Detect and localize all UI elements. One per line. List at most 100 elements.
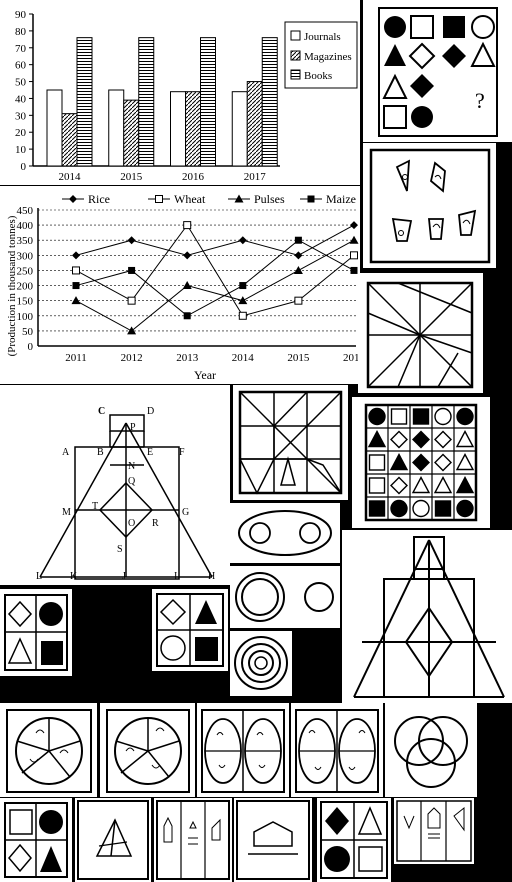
filled-circle-icon <box>324 846 350 872</box>
label-q: Q <box>128 476 136 487</box>
point-rice <box>183 251 192 260</box>
filled-square-icon <box>195 637 218 661</box>
x-tick-label: 2012 <box>121 352 143 364</box>
filled-square-icon <box>368 500 386 517</box>
paper-cut-figure <box>363 143 496 268</box>
y-tick-label: 30 <box>15 110 27 122</box>
filled-square-icon <box>434 500 452 517</box>
pyramid-figure <box>75 798 151 882</box>
two-by-two-grid-d <box>317 798 391 882</box>
labelled-triangle-figure: C D P A B E F N Q M T G O R S L K J I H <box>0 385 230 585</box>
two-ovals-a <box>197 703 289 797</box>
y-tick-label: 60 <box>15 60 27 72</box>
bar-journals-2016 <box>170 91 186 167</box>
legend-label-magazines: Magazines <box>304 51 352 63</box>
point-pulses <box>293 265 303 274</box>
y-tick-label: 40 <box>15 93 27 105</box>
label-m: M <box>62 507 71 518</box>
y-tick-label: 150 <box>17 296 34 308</box>
venn-diagram <box>385 703 477 797</box>
label-i: I <box>174 571 177 582</box>
label-f: F <box>179 447 185 458</box>
circle-pair-figure <box>230 566 340 628</box>
line-chart-ylabel: (Production in thousand tonnes) <box>6 215 18 356</box>
diamond-icon <box>159 598 187 626</box>
point-pulses <box>182 281 192 290</box>
label-o: O <box>128 518 135 529</box>
point-maize <box>183 312 191 320</box>
legend-label-wheat: Wheat <box>174 192 206 206</box>
bar-journals-2014 <box>46 89 63 167</box>
filled-diamond-icon <box>442 44 466 68</box>
x-tick-label: 2011 <box>65 352 87 364</box>
point-rice <box>72 251 80 260</box>
label-h: H <box>208 571 215 582</box>
x-tick-label: 2014 <box>232 352 255 364</box>
filled-diamond-icon <box>412 430 430 449</box>
bar-books-2015 <box>138 37 155 167</box>
legend-swatch-journals <box>290 30 301 41</box>
triangle-icon <box>411 476 431 494</box>
point-maize <box>294 236 302 244</box>
legend-swatch-magazines <box>290 50 301 61</box>
filled-square-icon <box>412 408 430 425</box>
square-icon <box>383 105 407 129</box>
legend-label-books: Books <box>304 70 332 82</box>
label-l: L <box>36 571 42 582</box>
bar-journals-2017 <box>231 91 248 167</box>
point-rice <box>127 236 136 245</box>
point-maize <box>350 266 358 274</box>
square-icon <box>358 846 383 872</box>
filled-circle-icon <box>384 16 406 38</box>
bar-books-2016 <box>200 37 216 167</box>
label-j: J <box>122 571 126 582</box>
y-tick-label: 100 <box>17 311 34 323</box>
oval-two-circles <box>230 503 340 563</box>
legend-marker-wheat <box>155 195 163 203</box>
circle-icon <box>412 499 430 518</box>
x-tick-label: 2015 <box>120 171 143 183</box>
legend-marker-pulses <box>234 194 244 203</box>
y-tick-label: 0 <box>28 341 34 353</box>
point-wheat <box>72 266 80 275</box>
y-tick-label: 50 <box>15 77 27 89</box>
two-by-two-grid-a <box>0 589 72 676</box>
label-g: G <box>182 507 189 518</box>
triangle-icon <box>7 637 33 664</box>
label-k: K <box>70 571 78 582</box>
filled-square-icon <box>41 641 63 665</box>
filled-triangle-icon <box>40 846 62 872</box>
line-rice <box>75 224 355 256</box>
legend-marker-maize <box>307 195 315 203</box>
triangle-icon <box>455 453 475 471</box>
point-pulses <box>238 296 248 305</box>
point-wheat <box>350 251 358 260</box>
folded-panel-a <box>154 798 232 882</box>
filled-circle-icon <box>456 499 474 518</box>
diamond-icon <box>8 843 32 873</box>
filled-triangle-icon <box>195 600 217 624</box>
point-rice <box>294 251 303 260</box>
legend-marker-rice <box>69 195 77 203</box>
filled-circle-icon <box>39 810 63 834</box>
line-chart-svg: 0 50 100 150 200 250 300 350 400 450 2011 2012 2013 2… <box>6 192 360 382</box>
point-maize <box>128 266 136 274</box>
line-maize <box>75 239 355 317</box>
large-triangle-figure <box>342 530 512 703</box>
filled-circle-icon <box>456 407 474 426</box>
point-wheat <box>127 296 136 305</box>
filled-diamond-icon <box>412 453 430 472</box>
y-tick-label: 90 <box>15 9 27 21</box>
two-by-two-grid-c <box>0 798 72 882</box>
filled-diamond-icon <box>410 74 434 98</box>
square-icon <box>368 477 386 494</box>
point-wheat <box>294 296 303 305</box>
diamond-icon <box>408 42 436 70</box>
diamond-icon <box>390 476 408 495</box>
divided-circle-a <box>0 703 97 797</box>
diamond-icon <box>434 453 452 472</box>
point-pulses <box>71 296 81 305</box>
y-tick-label: 450 <box>17 205 34 217</box>
square-icon <box>410 15 434 39</box>
y-tick-label: 300 <box>17 250 34 262</box>
